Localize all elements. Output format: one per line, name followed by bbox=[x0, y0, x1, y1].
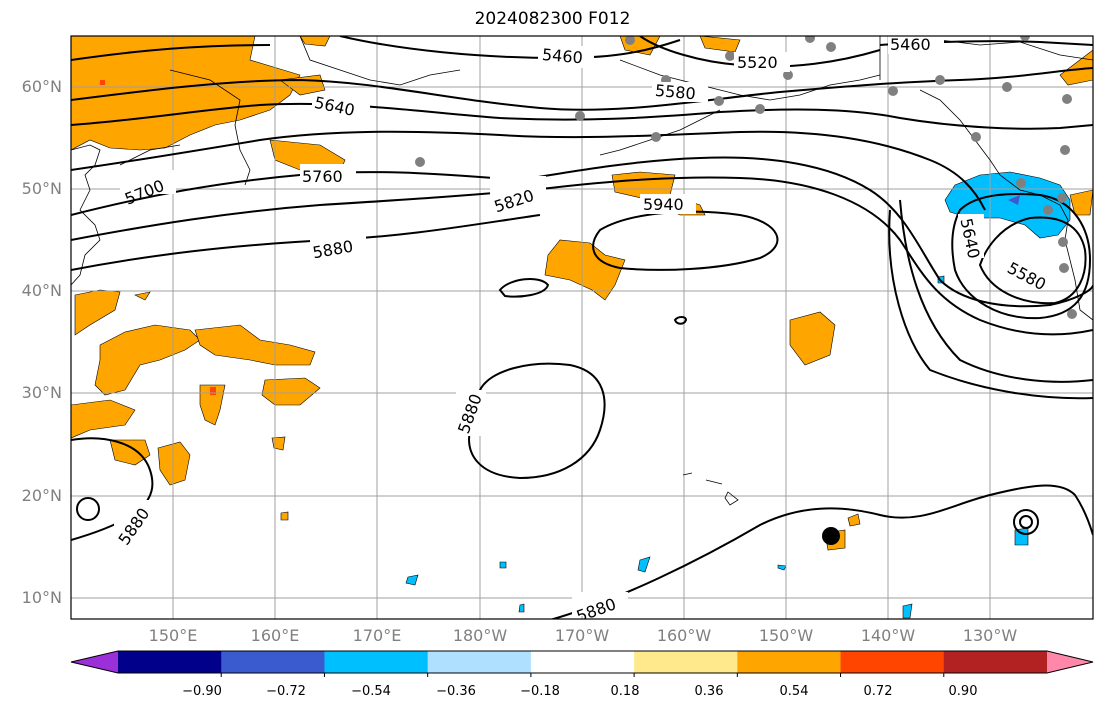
contour-label: 5460 bbox=[541, 45, 583, 67]
lat-label: 30°N bbox=[21, 383, 62, 402]
colorbar-extend-min bbox=[71, 651, 118, 673]
contour-label: 5520 bbox=[737, 53, 778, 72]
colorbar-tick-label: −0.72 bbox=[266, 684, 306, 699]
colorbar-segment bbox=[427, 651, 532, 673]
contour-labels: 5460 5520 5580 5640 5700 5760 5820 5880 … bbox=[114, 35, 1058, 619]
colorbar bbox=[70, 650, 1094, 677]
lat-label: 20°N bbox=[21, 486, 62, 505]
contour-label: 5940 bbox=[643, 195, 684, 214]
colorbar-tick-label: 0.36 bbox=[694, 684, 724, 699]
colorbar-segment bbox=[840, 651, 945, 673]
colorbar-tick-label: 0.18 bbox=[610, 684, 640, 699]
lon-label: 130°W bbox=[962, 626, 1018, 645]
lon-label: 180°W bbox=[452, 626, 508, 645]
colorbar-outline bbox=[70, 650, 1094, 674]
colorbar-segment bbox=[737, 651, 842, 673]
lon-label: 150°W bbox=[758, 626, 814, 645]
lat-label: 50°N bbox=[21, 179, 62, 198]
strong-negative-fill bbox=[1008, 195, 1020, 205]
colorbar-tick-label: −0.54 bbox=[351, 684, 391, 699]
colorbar-tick-label: −0.90 bbox=[182, 684, 222, 699]
contour-label: 5760 bbox=[302, 167, 343, 186]
station-markers bbox=[415, 36, 1077, 319]
colorbar-tick-label: −0.18 bbox=[520, 684, 560, 699]
lat-label: 40°N bbox=[21, 281, 62, 300]
colorbar-tick-label: 0.54 bbox=[779, 684, 809, 699]
map-title: 2024082300 F012 bbox=[474, 9, 631, 29]
colorbar-tick-label: 0.72 bbox=[863, 684, 893, 699]
lon-label: 170°W bbox=[554, 626, 610, 645]
strong-positive-fill bbox=[100, 80, 216, 395]
colorbar-segment bbox=[634, 651, 738, 673]
colorbar-segment bbox=[221, 651, 325, 673]
lon-label: 170°E bbox=[352, 626, 402, 645]
observation-site-marker bbox=[822, 527, 840, 545]
contour-label: 5580 bbox=[654, 81, 696, 103]
colorbar-segment bbox=[118, 651, 222, 673]
lat-label: 10°N bbox=[21, 588, 62, 607]
plot-frame bbox=[70, 35, 1094, 620]
colorbar-segment bbox=[943, 651, 1048, 673]
lon-label: 160°W bbox=[656, 626, 712, 645]
colorbar-segment bbox=[530, 651, 635, 673]
lon-label: 160°E bbox=[250, 626, 300, 645]
lat-label: 60°N bbox=[21, 77, 62, 96]
lon-label: 150°E bbox=[148, 626, 198, 645]
contour-label: 5460 bbox=[890, 35, 931, 54]
colorbar-segment bbox=[324, 651, 429, 673]
colorbar-tick-label: −0.36 bbox=[436, 684, 476, 699]
lon-label: 140°W bbox=[860, 626, 916, 645]
colorbar-tick-label: 0.90 bbox=[948, 684, 978, 699]
colorbar-extend-max bbox=[1047, 651, 1093, 673]
height-contours bbox=[71, 36, 1093, 619]
